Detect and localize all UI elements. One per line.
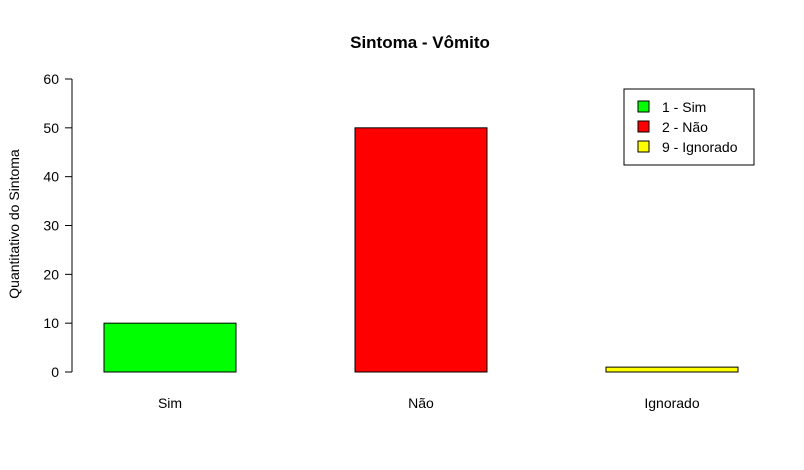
x-axis-labels: Sim Não Ignorado bbox=[158, 395, 700, 411]
y-tick-label: 0 bbox=[51, 364, 59, 380]
chart-title: Sintoma - Vômito bbox=[350, 33, 490, 52]
y-tick-label: 20 bbox=[43, 266, 59, 282]
x-tick-label: Não bbox=[408, 395, 434, 411]
y-axis-label: Quantitativo do Sintoma bbox=[6, 149, 22, 299]
y-tick-label: 50 bbox=[43, 120, 59, 136]
bar-ignorado bbox=[605, 366, 739, 373]
bar-n-o bbox=[354, 127, 488, 373]
y-tick-label: 10 bbox=[43, 315, 59, 331]
legend-items: 1 - Sim 2 - Não 9 - Ignorado bbox=[637, 99, 738, 155]
legend-label: 1 - Sim bbox=[662, 99, 706, 115]
y-tick-label: 30 bbox=[43, 218, 59, 234]
legend-label: 2 - Não bbox=[662, 119, 708, 135]
y-tick-label: 40 bbox=[43, 169, 59, 185]
y-tick-label: 60 bbox=[43, 71, 59, 87]
legend-swatch bbox=[637, 140, 650, 153]
bars bbox=[103, 127, 739, 373]
legend-label: 9 - Ignorado bbox=[662, 139, 738, 155]
x-tick-label: Ignorado bbox=[644, 395, 699, 411]
legend: 1 - Sim 2 - Não 9 - Ignorado bbox=[623, 88, 755, 166]
y-axis: 0 10 20 30 40 50 60 bbox=[43, 71, 73, 380]
x-tick-label: Sim bbox=[158, 395, 182, 411]
legend-swatch bbox=[637, 100, 650, 113]
bar-sim bbox=[103, 322, 237, 373]
legend-swatch bbox=[637, 120, 650, 133]
